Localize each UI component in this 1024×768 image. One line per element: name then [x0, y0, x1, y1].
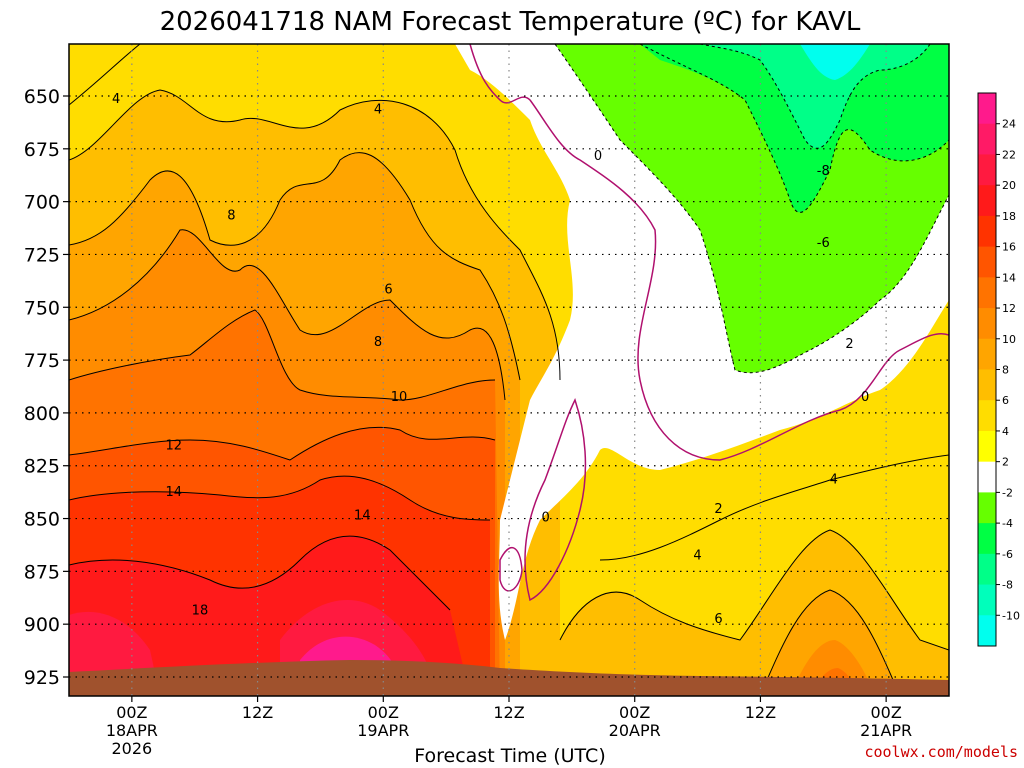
x-tick-date: 21APR [860, 721, 912, 740]
y-tick-label: 775 [24, 350, 60, 372]
contour-label: 4 [112, 92, 120, 107]
contour-label: -6 [817, 236, 830, 251]
contour-label: 14 [354, 508, 371, 523]
contour-label: 4 [374, 103, 382, 118]
y-tick-label: 900 [24, 614, 60, 636]
colorbar-swatch [978, 492, 996, 524]
contour-label: 12 [165, 439, 182, 454]
colorbar-swatch [978, 154, 996, 186]
contour-label: 8 [227, 208, 235, 223]
contour-lines [69, 44, 949, 696]
colorbar-label: 2 [1002, 456, 1009, 469]
contour-label: 4 [830, 472, 838, 487]
temperature-field [69, 44, 949, 696]
contour-label: 0 [594, 149, 602, 164]
band-minus6 [640, 44, 949, 213]
colorbar-label: 10 [1002, 333, 1016, 346]
colorbar-label: 14 [1002, 271, 1016, 284]
contour-label: -8 [817, 164, 830, 179]
chart-title: 2026041718 NAM Forecast Temperature (ºC)… [160, 7, 861, 37]
colorbar-swatch [978, 461, 996, 493]
x-axis-label: Forecast Time (UTC) [414, 745, 605, 767]
x-tick-date: 18APR [106, 721, 158, 740]
x-tick-label: 00Z [116, 703, 147, 722]
band-minus8 [700, 44, 930, 149]
contour-label: 2 [845, 337, 853, 352]
colorbar-label: 20 [1002, 179, 1016, 192]
y-tick-label: 700 [24, 192, 60, 214]
contour-lines-negative [554, 44, 949, 374]
y-tick-label: 825 [24, 456, 60, 478]
y-tick-label: 925 [24, 667, 60, 689]
colorbar-swatch [978, 93, 996, 125]
colorbar-label: 8 [1002, 364, 1009, 377]
terrain [69, 660, 949, 696]
contour-label: 6 [384, 282, 392, 297]
colorbar-label: 24 [1002, 118, 1016, 131]
colorbar-label: 16 [1002, 241, 1016, 254]
colorbar-swatch [978, 523, 996, 555]
x-tick-label: 12Z [493, 703, 524, 722]
colorbar-swatch [978, 185, 996, 217]
colorbar-label: 22 [1002, 148, 1016, 161]
contour-label: 6 [714, 612, 722, 627]
contour-label: 0 [861, 390, 869, 405]
colorbar-swatch [978, 430, 996, 463]
contour-label: 2 [714, 502, 722, 517]
contour-label: 18 [192, 603, 209, 618]
colorbar-swatch [978, 584, 996, 616]
colorbar-swatch [978, 308, 996, 340]
y-axis: 650 675 700 725 750 775 800 825 850 875 900 925 [24, 86, 69, 689]
y-tick-label: 875 [24, 561, 60, 583]
y-tick-label: 675 [24, 139, 60, 161]
contour-labels: 4 4 8 6 8 10 12 14 14 18 0 0 -8 -6 2 0 4 2 6 4 [112, 92, 869, 627]
x-tick-date: 19APR [357, 721, 409, 740]
contour-label: 8 [374, 335, 382, 350]
colorbar-label: -8 [1002, 579, 1013, 592]
colorbar-swatch [978, 369, 996, 401]
credit-link[interactable]: coolwx.com/models [864, 743, 1018, 761]
y-tick-label: 725 [24, 244, 60, 266]
contour-label: 10 [391, 390, 408, 405]
x-tick-label: 00Z [870, 703, 901, 722]
colorbar-swatch [978, 246, 996, 278]
colorbar-label: 4 [1002, 425, 1009, 438]
y-tick-label: 650 [24, 86, 60, 108]
colorbar-swatch [978, 615, 996, 647]
colorbar-swatch [978, 277, 996, 309]
colorbar-label: -6 [1002, 548, 1013, 561]
colorbar-label: 12 [1002, 302, 1016, 315]
colorbar: 24 22 20 18 16 14 12 10 8 6 4 2 -2 -4 -6 -8 -10 [977, 92, 1020, 647]
x-tick-label: 00Z [368, 703, 399, 722]
colorbar-swatch [978, 553, 996, 586]
colorbar-swatch [978, 400, 996, 432]
x-tick-label: 00Z [619, 703, 650, 722]
x-tick-label: 12Z [242, 703, 273, 722]
colorbar-label: -2 [1002, 486, 1013, 499]
colorbar-label: 18 [1002, 210, 1016, 223]
contour-label: 14 [165, 485, 182, 500]
band-minus10 [800, 44, 870, 80]
colorbar-swatch [978, 215, 996, 248]
x-tick-date: 20APR [609, 721, 661, 740]
colorbar-label: -10 [1002, 609, 1020, 622]
x-tick-year: 2026 [111, 739, 152, 758]
colorbar-swatch [978, 338, 996, 370]
zero-contour [469, 44, 949, 602]
contour-label: 0 [542, 510, 550, 525]
y-tick-label: 800 [24, 403, 60, 425]
colorbar-swatch [978, 123, 996, 155]
colorbar-label: 6 [1002, 394, 1009, 407]
y-tick-label: 750 [24, 297, 60, 319]
colorbar-label: -4 [1002, 517, 1013, 530]
y-tick-label: 850 [24, 509, 60, 531]
x-tick-label: 12Z [745, 703, 776, 722]
grid-lines [69, 44, 949, 696]
contour-label: 4 [693, 548, 701, 563]
